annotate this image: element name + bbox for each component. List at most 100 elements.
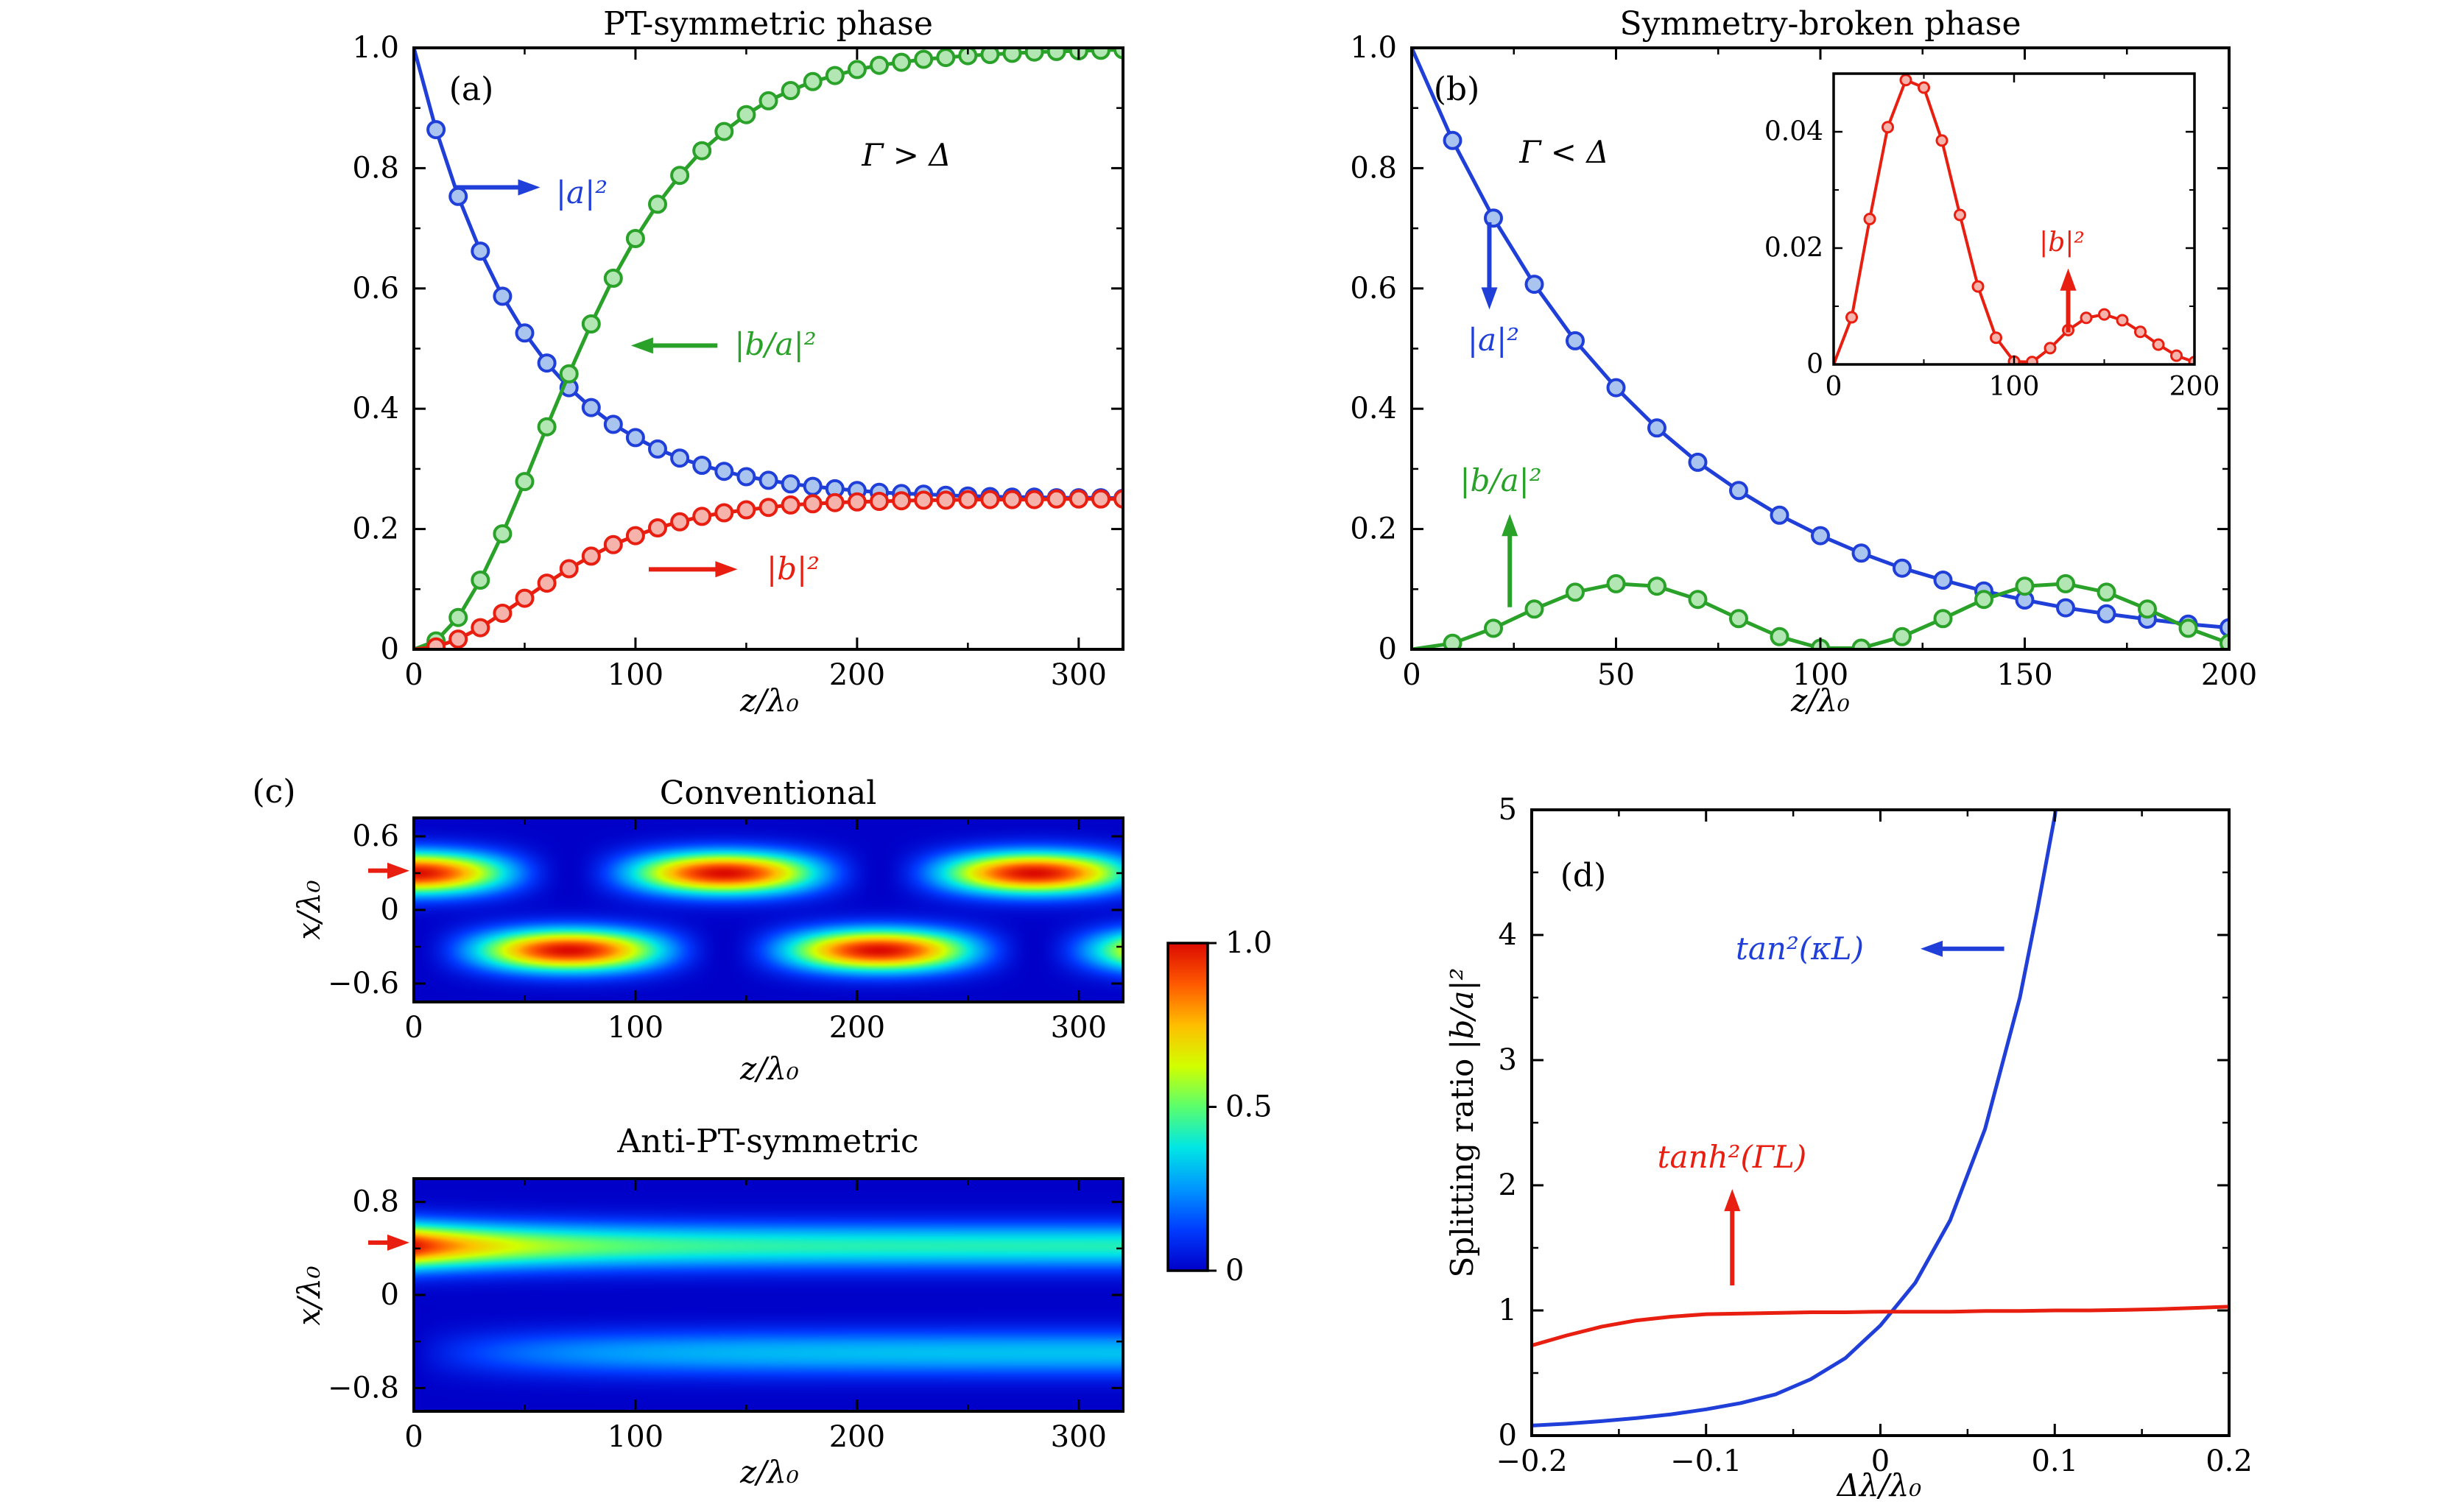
marker-b2 (2044, 342, 2057, 355)
marker-a2 (1851, 543, 1871, 563)
marker-a2 (1647, 418, 1666, 438)
annotation-arrow-head (1481, 287, 1498, 310)
series-layer (1532, 810, 2229, 1427)
marker-ba2 (1091, 48, 1110, 60)
x-tick-label: 200 (2201, 658, 2257, 692)
panel-a-xlabel: z/λ₀ (740, 682, 799, 719)
y-tick-label: 5 (1499, 793, 1517, 827)
x-tick-label: 300 (1051, 1011, 1107, 1045)
x-tick-label: 0 (1402, 658, 1421, 692)
marker-a2 (670, 448, 690, 468)
panel-c2-group: 0 100 200 300−0.800.8 (328, 1177, 1124, 1454)
marker-ba2 (2220, 633, 2229, 649)
marker-ba2 (714, 121, 734, 141)
markers-a2 (1443, 130, 2229, 638)
panel-b-title: Symmetry-broken phase (1619, 4, 2021, 43)
panel-b-xlabel: z/λ₀ (1791, 682, 1850, 719)
marker-a2 (1688, 452, 1708, 472)
marker-ba2 (1688, 590, 1708, 610)
marker-b2 (758, 498, 778, 518)
marker-b2 (2080, 311, 2093, 325)
marker-b2 (1935, 134, 1949, 147)
axis-ticks: 0 50 100 150 200 0 0.2 0.4 0.6 0.8 1.0 (1350, 31, 2257, 692)
a-squared-label-b: |a|² (1467, 321, 1520, 358)
marker-a2 (537, 353, 557, 373)
condition-b-label: Γ < Δ (1519, 133, 1609, 170)
curve-tanh (1532, 1305, 2229, 1348)
panel-b-group: 0 50 100 150 200 0 0.2 0.4 0.6 0.8 1.0 (1350, 31, 2257, 692)
marker-b2 (1845, 311, 1858, 324)
x-tick-label: 200 (829, 658, 885, 692)
marker-ba2 (1443, 633, 1462, 649)
x-tick-label: 150 (1996, 658, 2052, 692)
marker-a2 (493, 286, 513, 306)
marker-a2 (1566, 331, 1585, 350)
y-tick-label: 1 (1499, 1294, 1517, 1327)
marker-b2 (936, 490, 956, 510)
annotation-arrow-head (518, 179, 541, 196)
annotation-arrow-head (715, 561, 738, 578)
y-tick-label: 4 (1499, 918, 1517, 952)
marker-ba2 (2178, 618, 2198, 638)
marker-a2 (1443, 130, 1462, 150)
x-tick-label: 100 (608, 1011, 663, 1045)
marker-b2 (2098, 308, 2111, 321)
marker-a2 (1893, 558, 1912, 578)
marker-ba2 (2056, 573, 2075, 593)
marker-ba2 (781, 81, 800, 100)
marker-b2 (471, 618, 490, 638)
marker-ba2 (1933, 609, 1953, 629)
tan-label-d: tan²(κL) (1735, 930, 1865, 967)
marker-b2 (825, 493, 845, 512)
marker-b2 (493, 604, 513, 623)
y-tick-label: −0.8 (328, 1371, 399, 1405)
marker-ba2 (736, 105, 756, 124)
markers-b2 (1845, 74, 2194, 364)
marker-b2 (1954, 208, 1966, 222)
marker-ba2 (803, 71, 823, 91)
marker-ba2 (471, 571, 490, 590)
markers-ba2 (1443, 573, 2229, 649)
heatmap-conventional-canvas (414, 818, 1123, 1002)
marker-a2 (1770, 505, 1789, 525)
marker-a2 (625, 428, 645, 448)
annotation-arrow-head (387, 862, 409, 879)
y-tick-label: 0.6 (352, 819, 399, 853)
annotation-arrow-head (1921, 940, 1943, 957)
colorbar-tick-label: 1.0 (1225, 926, 1273, 960)
y-tick-label: 1.0 (352, 31, 399, 65)
y-tick-label: 0.8 (352, 151, 399, 185)
marker-b2 (1046, 489, 1066, 509)
marker-b2 (581, 546, 601, 566)
axis-ticks: −0.2 −0.1 0 0.1 0.2 0 1 2 3 4 5 (1496, 793, 2252, 1478)
marker-a2 (1484, 208, 1503, 228)
marker-ba2 (958, 48, 978, 66)
annotation-arrow-head (387, 1234, 409, 1251)
marker-ba2 (559, 364, 579, 384)
marker-b2 (670, 512, 690, 532)
marker-ba2 (1024, 48, 1044, 62)
heatmap-antipt-title: Anti-PT-symmetric (617, 1122, 919, 1160)
marker-a2 (426, 120, 446, 140)
marker-b2 (1069, 489, 1088, 509)
marker-ba2 (515, 472, 535, 492)
colorbar-tick-label: 0 (1225, 1254, 1244, 1288)
x-tick-label: 0.1 (2031, 1444, 2078, 1478)
x-tick-label: 0 (1871, 1444, 1890, 1478)
colorbar-tick-label: 0.5 (1225, 1090, 1273, 1124)
a-squared-label-a: |a|² (555, 174, 608, 211)
marker-ba2 (1893, 627, 1912, 646)
marker-a2 (2097, 604, 2116, 624)
marker-a2 (803, 476, 823, 496)
x-tick-label: 0 (404, 1011, 423, 1045)
marker-b2 (714, 503, 734, 523)
marker-ba2 (648, 194, 667, 214)
y-tick-label: 1.0 (1350, 31, 1397, 65)
marker-ba2 (493, 524, 513, 544)
marker-a2 (781, 474, 800, 494)
annotation-arrow-head (1502, 514, 1518, 537)
marker-ba2 (2138, 599, 2157, 619)
marker-b2 (980, 490, 1000, 509)
